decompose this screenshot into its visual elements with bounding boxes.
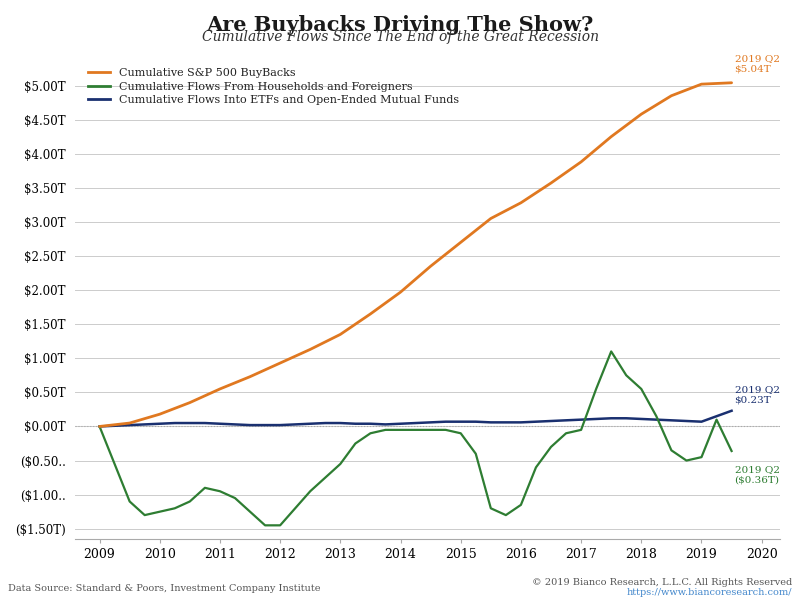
Text: 2019 Q2
$5.04T: 2019 Q2 $5.04T (734, 54, 779, 73)
Text: © 2019 Bianco Research, L.L.C. All Rights Reserved: © 2019 Bianco Research, L.L.C. All Right… (532, 578, 792, 587)
Text: Cumulative Flows Since The End of the Great Recession: Cumulative Flows Since The End of the Gr… (202, 30, 598, 44)
Legend: Cumulative S&P 500 BuyBacks, Cumulative Flows From Households and Foreigners, Cu: Cumulative S&P 500 BuyBacks, Cumulative … (88, 68, 459, 105)
Text: Are Buybacks Driving The Show?: Are Buybacks Driving The Show? (206, 15, 594, 35)
Text: 2019 Q2
($0.36T): 2019 Q2 ($0.36T) (734, 464, 779, 484)
Text: 2019 Q2
$0.23T: 2019 Q2 $0.23T (734, 385, 779, 404)
Text: https://www.biancoresearch.com/: https://www.biancoresearch.com/ (626, 588, 792, 597)
Text: Data Source: Standard & Poors, Investment Company Institute: Data Source: Standard & Poors, Investmen… (8, 584, 321, 593)
